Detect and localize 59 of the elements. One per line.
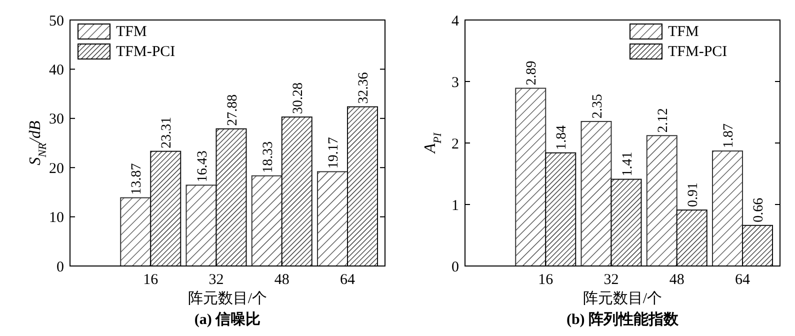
bar bbox=[120, 197, 152, 266]
data-label: 32.36 bbox=[356, 72, 372, 104]
text: (a) 信噪比 bbox=[194, 311, 261, 328]
y-tick-label: 2 bbox=[452, 136, 459, 152]
legend-label: TFM bbox=[668, 24, 699, 40]
bar bbox=[216, 128, 247, 266]
data-label: 19.17 bbox=[326, 137, 342, 169]
y-tick-label: 10 bbox=[49, 210, 64, 226]
legend-label: TFM-PCI bbox=[116, 44, 176, 60]
bar bbox=[580, 120, 612, 266]
data-label: 13.87 bbox=[130, 163, 145, 195]
bar bbox=[712, 150, 743, 266]
bar bbox=[186, 184, 217, 266]
x-tick-label: 32 bbox=[604, 272, 619, 288]
bar bbox=[646, 135, 678, 266]
bar bbox=[676, 210, 708, 266]
data-label: 2.35 bbox=[590, 94, 606, 118]
data-label: 18.33 bbox=[260, 141, 276, 173]
bar bbox=[742, 224, 773, 266]
data-label: 16.43 bbox=[195, 150, 210, 182]
data-label: 2.89 bbox=[524, 60, 540, 86]
y-tick-label: 40 bbox=[49, 62, 64, 78]
y-tick-label: 0 bbox=[452, 259, 459, 276]
x-axis-title: 阵元数目/个 bbox=[582, 290, 662, 307]
bar bbox=[347, 106, 378, 266]
data-label: 27.88 bbox=[225, 94, 240, 126]
bar bbox=[515, 88, 546, 266]
bar bbox=[317, 171, 348, 266]
text: (b) 阵列性能指数 bbox=[566, 311, 680, 328]
y-tick-label: 0 bbox=[56, 259, 64, 276]
x-tick-label: 16 bbox=[538, 272, 554, 288]
y-tick-label: 3 bbox=[452, 74, 459, 91]
data-label: 2.12 bbox=[656, 108, 671, 133]
legend-label: TFM bbox=[116, 24, 147, 40]
data-label: 0.91 bbox=[686, 182, 701, 208]
y-tick-label: 20 bbox=[49, 160, 64, 177]
bar bbox=[610, 178, 642, 266]
x-tick-label: 64 bbox=[735, 272, 750, 288]
data-label: 0.66 bbox=[752, 198, 766, 222]
y-tick-label: 4 bbox=[452, 13, 460, 30]
x-tick-label: 48 bbox=[274, 272, 290, 288]
data-label: 1.41 bbox=[620, 152, 636, 176]
bar bbox=[150, 150, 182, 266]
y-tick-label: 50 bbox=[49, 13, 64, 30]
legend-label: TFM-PCI bbox=[668, 44, 728, 60]
y-tick-label: 30 bbox=[49, 112, 64, 128]
x-tick-label: 64 bbox=[340, 272, 356, 288]
bar bbox=[251, 175, 282, 266]
data-label: 1.87 bbox=[722, 123, 736, 148]
x-axis-title: 阵元数目/个 bbox=[188, 290, 268, 307]
data-label: 30.28 bbox=[290, 82, 306, 114]
x-tick-label: 32 bbox=[208, 272, 224, 288]
y-tick-label: 1 bbox=[452, 198, 459, 214]
x-tick-label: 16 bbox=[143, 272, 159, 288]
data-label: 23.31 bbox=[160, 116, 175, 148]
bar bbox=[545, 152, 576, 266]
x-tick-label: 48 bbox=[669, 272, 684, 288]
bar bbox=[281, 116, 312, 266]
data-label: 1.84 bbox=[554, 125, 570, 150]
